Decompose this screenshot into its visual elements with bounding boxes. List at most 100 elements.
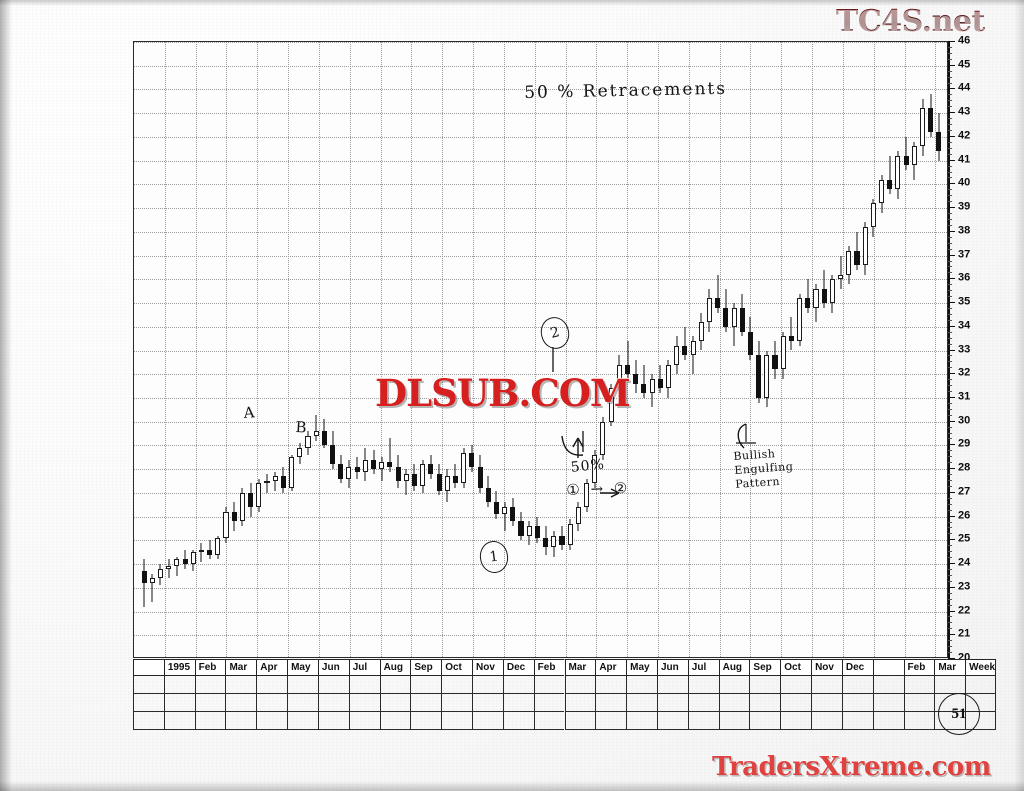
candlestick (321, 42, 327, 657)
candlestick (493, 42, 499, 657)
month-table-cell (441, 676, 473, 694)
y-axis-label: 44 (958, 81, 971, 94)
candle-body (305, 435, 311, 448)
candle-body (436, 473, 442, 491)
y-axis-minor-tick (948, 652, 952, 654)
candlestick (936, 42, 942, 657)
y-axis-minor-tick (948, 248, 952, 250)
month-table-cell (472, 712, 503, 730)
candle-wick (184, 549, 186, 569)
month-header-row: 1995 Feb Mar Apr May Jun Jul Aug Sep Oct Nov Dec Feb… (133, 659, 996, 676)
y-axis-tick (948, 373, 955, 375)
y-axis-label: 23 (958, 580, 971, 593)
month-table-cell (225, 712, 257, 730)
month-table-cell (718, 694, 750, 712)
month-table-cell (872, 676, 904, 694)
candlestick (444, 42, 450, 657)
month-header-cell: Nov (811, 659, 842, 676)
y-axis-label: 36 (958, 271, 971, 284)
y-axis-minor-tick (948, 509, 952, 511)
month-table-cell (687, 712, 719, 730)
month-header-cell: 1995 (163, 659, 195, 676)
month-table-cell (287, 694, 318, 712)
candle-body (272, 476, 278, 481)
y-axis-minor-tick (948, 224, 952, 226)
annotation-bullish-engulfing: Bullish Engulfing Pattern (733, 446, 795, 492)
candle-body (698, 322, 704, 341)
month-table-cell (502, 676, 534, 694)
candlestick (428, 42, 434, 657)
month-table-cell (903, 712, 935, 730)
y-axis-minor-tick (948, 628, 952, 630)
candlestick (723, 42, 729, 657)
candle-body (567, 523, 573, 546)
y-axis-minor-tick (948, 284, 952, 286)
candle-wick (889, 155, 891, 194)
candle-body (289, 457, 295, 489)
month-table-cell (841, 712, 873, 730)
candle-body (420, 464, 426, 486)
month-table-cell (133, 712, 164, 730)
candle-body (772, 355, 778, 370)
month-table-cell (965, 676, 996, 694)
month-table-cell (595, 694, 627, 712)
candlestick (461, 42, 467, 657)
y-axis-tick (948, 112, 955, 114)
month-header-cell: Dec (502, 659, 534, 676)
y-axis-tick (948, 610, 955, 612)
y-axis-minor-tick (948, 432, 952, 434)
month-table-cell (564, 676, 596, 694)
candle-body (379, 462, 385, 470)
y-axis-tick (948, 183, 955, 185)
month-header-cell: Aug (379, 659, 411, 676)
candlestick (829, 42, 835, 657)
month-header-cell: Mar (225, 659, 257, 676)
month-table-cell (656, 694, 688, 712)
candle-body (690, 341, 696, 356)
page-number: 51 (938, 693, 980, 735)
candle-body (649, 378, 655, 394)
candlestick (911, 42, 917, 657)
candle-wick (627, 341, 629, 379)
candle-body (141, 571, 147, 584)
candle-body (461, 452, 467, 484)
candle-body (543, 537, 549, 548)
candle-body (403, 473, 409, 481)
candle-body (854, 250, 860, 266)
candle-wick (405, 469, 407, 496)
candle-body (174, 559, 180, 567)
annotation-label-b: B (295, 418, 308, 437)
candlestick (608, 42, 614, 657)
candle-body (354, 466, 360, 472)
month-table-cell (133, 694, 164, 712)
month-table-cell (718, 712, 750, 730)
candle-wick (143, 559, 145, 607)
month-table-cell (533, 694, 565, 712)
month-table-cell (287, 676, 318, 694)
y-axis-minor-tick (948, 307, 952, 309)
y-axis-label: 28 (958, 461, 971, 474)
candlestick (518, 42, 524, 657)
candlestick (157, 42, 164, 657)
scan-edge-right (1014, 0, 1024, 791)
y-axis-minor-tick (948, 213, 952, 215)
candle-wick (905, 136, 907, 171)
y-axis-label: 25 (958, 532, 971, 545)
candle-wick (643, 364, 645, 398)
month-header-cell: Aug (718, 659, 750, 676)
candlestick (739, 42, 745, 657)
candle-body (551, 535, 557, 548)
candlestick (256, 42, 262, 657)
candle-body (256, 483, 262, 508)
candle-wick (381, 457, 383, 481)
month-table-cell (133, 676, 164, 694)
y-axis-tick (948, 64, 955, 66)
month-table-cell (348, 694, 380, 712)
candlestick (215, 42, 221, 657)
candle-wick (692, 336, 694, 375)
month-table-cell (441, 712, 473, 730)
y-axis-minor-tick (948, 236, 952, 238)
candle-body (846, 250, 852, 275)
candlestick (649, 42, 655, 657)
y-axis-minor-tick (948, 76, 952, 78)
